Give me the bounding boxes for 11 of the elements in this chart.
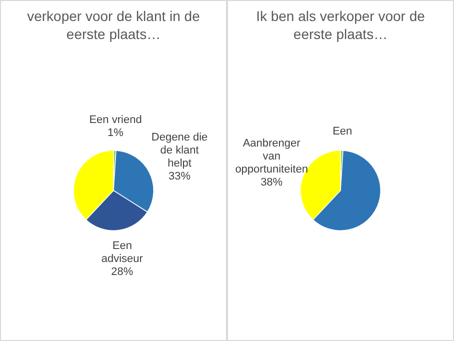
slice-label: Een (332, 125, 352, 138)
chart-title: Ik ben als verkoper voor de eerste plaats… (255, 7, 426, 44)
data-label: 1% (108, 126, 124, 139)
data-label: 28% (111, 266, 134, 278)
data-label: 33% (168, 170, 191, 182)
slice-label: Aanbrenger van opportuniteiten (235, 138, 308, 176)
slice-label: Een vriend (89, 114, 142, 126)
data-label: 38% (260, 176, 283, 189)
slice-label: Een adviseur (101, 240, 144, 266)
slice-label: Degene die de klant helpt (151, 131, 208, 170)
chart-title: verkoper voor de klant in de eerste plaats… (26, 7, 201, 44)
